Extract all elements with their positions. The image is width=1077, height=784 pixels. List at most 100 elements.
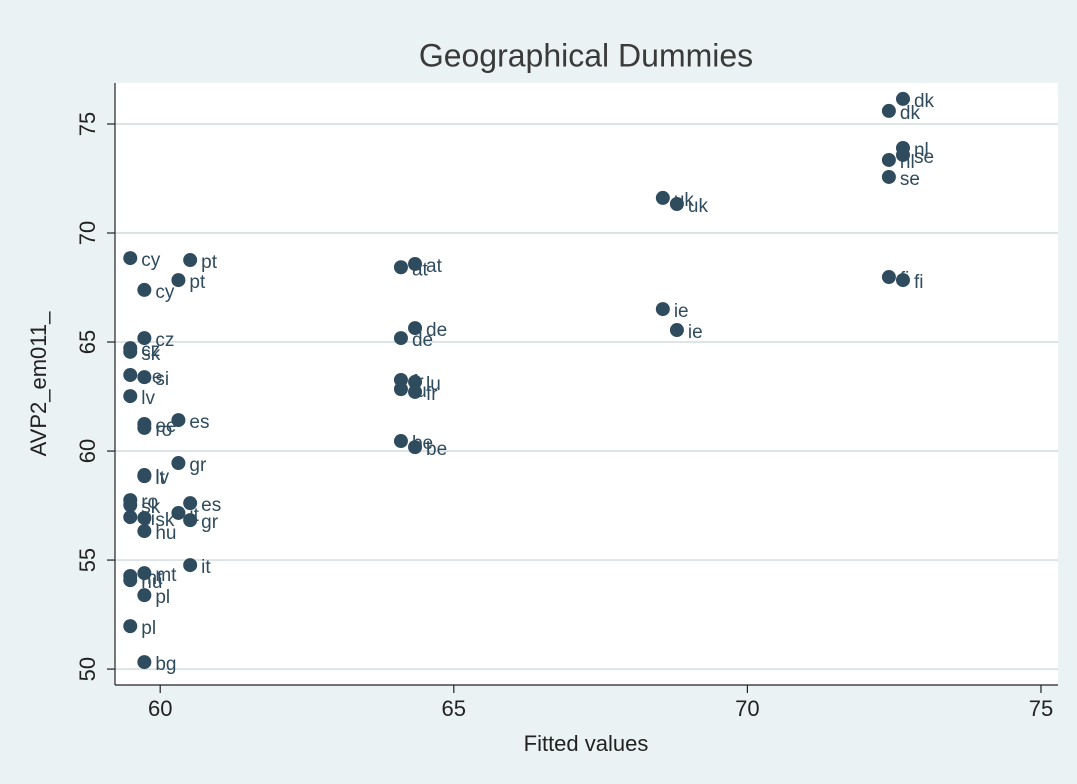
x-tick-label: 75 xyxy=(1029,696,1053,721)
point xyxy=(137,524,152,539)
x-tick-label: 70 xyxy=(735,696,759,721)
point xyxy=(408,384,423,399)
point xyxy=(881,103,896,118)
point xyxy=(123,367,138,382)
point xyxy=(669,197,684,212)
point xyxy=(183,513,198,528)
point xyxy=(137,282,152,297)
point-label: gr xyxy=(201,512,219,533)
point xyxy=(881,169,896,184)
point xyxy=(123,510,138,525)
point xyxy=(171,273,186,288)
point-label: ie xyxy=(688,322,703,343)
point xyxy=(881,152,896,167)
point-label: pt xyxy=(201,252,218,273)
point-label: be xyxy=(426,439,447,460)
point xyxy=(171,413,186,428)
point xyxy=(123,344,138,359)
x-tick-label: 60 xyxy=(148,696,172,721)
point-label: cy xyxy=(155,282,175,303)
point-label: ee xyxy=(141,367,162,388)
point-label: ro xyxy=(155,420,172,441)
point-label: cy xyxy=(141,250,161,271)
point xyxy=(408,374,423,389)
y-tick-label: 50 xyxy=(75,657,100,681)
point-label: sk xyxy=(141,344,161,365)
point-label: hu xyxy=(155,523,176,544)
point-label: mt xyxy=(155,565,177,586)
point-label: es xyxy=(201,495,221,516)
point-label: lt xyxy=(155,468,165,489)
point-label: de xyxy=(426,320,447,341)
point-label: pt xyxy=(189,272,206,293)
point xyxy=(137,566,152,581)
point-label: de xyxy=(412,330,433,351)
point-label: se xyxy=(900,169,920,190)
point xyxy=(895,91,910,106)
point-label: cz xyxy=(155,330,174,351)
point-label: bg xyxy=(155,654,176,675)
y-tick-label: 65 xyxy=(75,330,100,354)
point-label: ie xyxy=(674,301,689,322)
point xyxy=(123,498,138,513)
point-label: ee xyxy=(155,416,176,437)
point xyxy=(393,260,408,275)
point xyxy=(655,190,670,205)
plot-area xyxy=(115,83,1058,685)
point xyxy=(183,253,198,268)
point-label: nl xyxy=(900,152,915,173)
point-label: gr xyxy=(189,455,207,476)
point-label: it xyxy=(201,557,211,578)
point-label: pl xyxy=(155,587,170,608)
point xyxy=(171,505,186,520)
chart-title: Geographical Dummies xyxy=(419,37,753,73)
point-label: at xyxy=(426,256,443,277)
point xyxy=(183,558,198,573)
point xyxy=(408,321,423,336)
point-label: fi xyxy=(914,272,924,293)
point xyxy=(137,588,152,603)
point-label: lv xyxy=(141,388,155,409)
point xyxy=(895,273,910,288)
point-label: fr xyxy=(426,384,438,405)
point xyxy=(895,147,910,162)
point-label: uk xyxy=(688,196,709,217)
point xyxy=(137,370,152,385)
point-label: lu xyxy=(426,374,441,395)
y-tick-label: 55 xyxy=(75,548,100,572)
point-label: cz xyxy=(141,340,160,361)
y-axis-label: AVP2_em011_ xyxy=(26,311,51,456)
point-label: lv xyxy=(155,467,169,488)
point-label: mt xyxy=(141,568,163,589)
point xyxy=(881,270,896,285)
point-label: pl xyxy=(141,618,156,639)
x-axis-label: Fitted values xyxy=(524,731,649,756)
x-tick-label: 65 xyxy=(442,696,466,721)
point-label: ro xyxy=(141,492,158,513)
point xyxy=(669,323,684,338)
y-tick-label: 75 xyxy=(75,112,100,136)
point xyxy=(393,382,408,397)
point xyxy=(183,496,198,511)
y-tick-label: 70 xyxy=(75,221,100,245)
point-label: se xyxy=(914,147,934,168)
point xyxy=(123,573,138,588)
point-label: hu xyxy=(141,572,162,593)
point xyxy=(137,420,152,435)
point xyxy=(123,251,138,266)
point xyxy=(123,389,138,404)
point xyxy=(137,510,152,525)
point-label: nl xyxy=(914,140,929,161)
point xyxy=(137,469,152,484)
point-label: dk xyxy=(914,91,935,112)
point-label: si xyxy=(155,369,169,390)
point xyxy=(171,456,186,471)
point xyxy=(123,619,138,634)
point xyxy=(137,331,152,346)
point xyxy=(408,440,423,455)
point-label: dk xyxy=(900,103,921,124)
point-label: es xyxy=(189,412,209,433)
point xyxy=(137,655,152,670)
point-label: sk xyxy=(155,510,175,531)
